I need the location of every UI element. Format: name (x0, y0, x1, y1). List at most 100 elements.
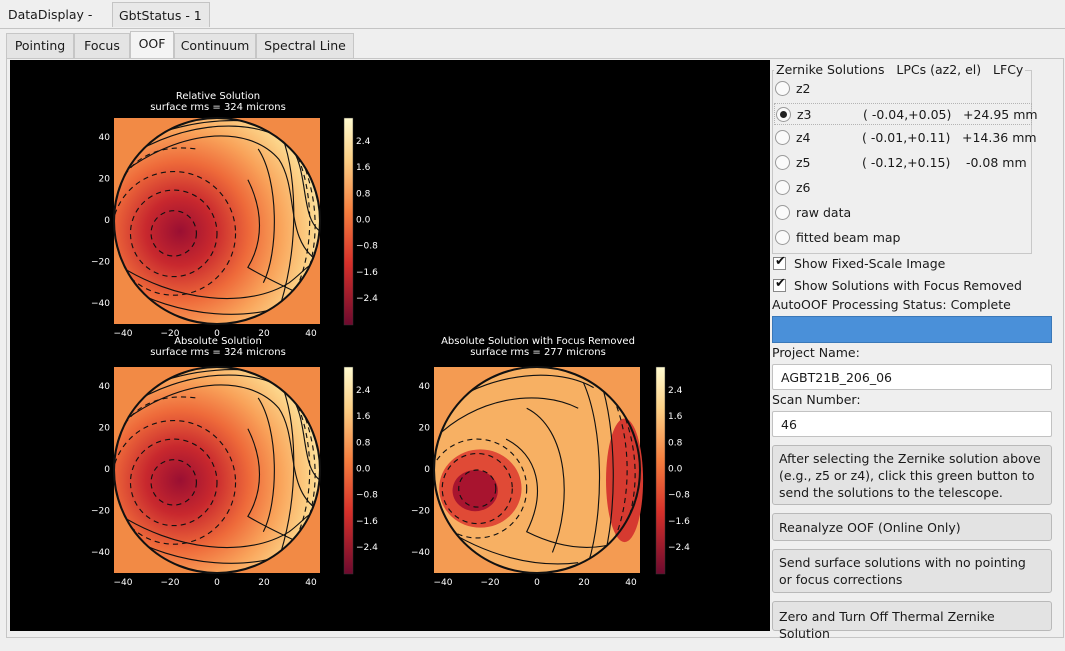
colorbar-tick-label: 0.0 (668, 465, 683, 475)
status-progress-bar (772, 316, 1052, 343)
y-tick-label: 0 (104, 216, 110, 226)
focus-removed-subtitle: surface rms = 277 microns (470, 347, 606, 358)
colorbar-tick-label: 1.6 (668, 412, 683, 422)
project-name-field[interactable]: AGBT21B_206_06 (772, 364, 1052, 390)
focus-removed-title: Absolute Solution with Focus Removed (441, 336, 635, 347)
status-label: AutoOOF Processing Status: Complete (772, 297, 1011, 312)
x-tick-label: 20 (258, 329, 270, 339)
zernike-header: Zernike Solutions LPCs (az2, el) LFCy (774, 62, 1026, 77)
relative-title: Relative Solution (176, 91, 260, 102)
radio-button[interactable] (776, 107, 791, 122)
tab-gbtstatus[interactable]: GbtStatus - 1 (112, 2, 210, 27)
zernike-option-z3[interactable]: z3 ( -0.04,+0.05) +24.95 mm (774, 103, 1038, 125)
colorbar-tick-label: 2.4 (356, 386, 371, 396)
colorbar-tick-label: −0.8 (668, 491, 690, 501)
project-name-label: Project Name: (772, 345, 860, 360)
tab-oof[interactable]: OOF (130, 31, 174, 59)
tab-continuum[interactable]: Continuum (174, 33, 256, 59)
tab-pointing[interactable]: Pointing (6, 33, 74, 59)
x-tick-label: 40 (305, 578, 317, 588)
focus-removed-surface-map (432, 365, 644, 575)
radio-button[interactable] (775, 205, 790, 220)
zero-thermal-zernike-button[interactable]: Zero and Turn Off Thermal Zernike Soluti… (772, 601, 1052, 641)
send-surface-label: Send surface solutions with no pointing … (779, 555, 1026, 587)
send-solutions-label: After selecting the Zernike solution abo… (779, 451, 1041, 500)
send-solutions-button[interactable]: After selecting the Zernike solution abo… (772, 445, 1052, 505)
colorbar-tick-label: −2.4 (356, 543, 378, 553)
colorbar-tick-label: 0.8 (668, 438, 683, 448)
colorbar-tick-label: −1.6 (356, 517, 378, 527)
window-tab-bar: DataDisplay - 1 GbtStatus - 1 (0, 0, 1065, 47)
y-tick-label: 0 (424, 465, 430, 475)
y-tick-label: 20 (419, 424, 431, 434)
absolute-surface-map (112, 365, 322, 575)
x-tick-label: −40 (114, 578, 133, 588)
relative-subtitle: surface rms = 324 microns (150, 102, 286, 113)
zernike-option-z6[interactable]: z6 (774, 177, 1032, 199)
radio-button[interactable] (775, 130, 790, 145)
colorbar-tick-label: −0.8 (356, 491, 378, 501)
y-tick-label: −20 (91, 507, 110, 517)
zernike-option-fitted-beam-map[interactable]: fitted beam map (774, 227, 1032, 249)
colorbar-tick-label: 0.0 (356, 465, 371, 475)
x-tick-label: −20 (161, 578, 180, 588)
y-tick-label: −40 (91, 299, 110, 309)
tab-focus[interactable]: Focus (74, 33, 130, 59)
y-tick-label: 20 (99, 424, 111, 434)
y-tick-label: −40 (411, 548, 430, 558)
y-tick-label: 40 (419, 382, 431, 392)
y-tick-label: 20 (99, 175, 111, 185)
x-tick-label: −20 (481, 578, 500, 588)
checkbox-box[interactable]: ✔ (773, 254, 786, 270)
x-tick-label: 0 (534, 578, 540, 588)
colorbar-tick-label: 0.8 (356, 438, 371, 448)
colorbar-tick-label: 2.4 (356, 137, 371, 147)
radio-button[interactable] (775, 81, 790, 96)
check-icon: ✔ (775, 276, 786, 291)
reanalyze-oof-button[interactable]: Reanalyze OOF (Online Only) (772, 513, 1052, 541)
oof-plot-canvas: Relative Solution surface rms = 324 micr… (10, 60, 770, 631)
zernike-option-z2[interactable]: z2 (774, 78, 1032, 100)
y-tick-label: −20 (91, 258, 110, 268)
oof-control-panel: Zernike Solutions LPCs (az2, el) LFCy z2… (770, 60, 1060, 641)
radio-button[interactable] (775, 180, 790, 195)
y-tick-label: −40 (91, 548, 110, 558)
x-tick-label: 20 (578, 578, 590, 588)
x-tick-label: 0 (214, 578, 220, 588)
y-tick-label: −20 (411, 507, 430, 517)
y-tick-label: 40 (99, 382, 111, 392)
absolute-title: Absolute Solution (174, 336, 262, 347)
zero-thermal-label: Zero and Turn Off Thermal Zernike Soluti… (779, 609, 995, 641)
zernike-option-z5[interactable]: z5 ( -0.12,+0.15) -0.08 mm (774, 152, 1032, 174)
colorbar-tick-label: −1.6 (356, 268, 378, 278)
colorbar-tick-label: 0.8 (356, 189, 371, 199)
colorbar-tick-label: 2.4 (668, 386, 683, 396)
focus-removed-checkbox[interactable]: ✔ Show Solutions with Focus Removed (773, 276, 1022, 293)
fixed-scale-checkbox[interactable]: ✔ Show Fixed-Scale Image (773, 254, 946, 271)
colorbar-tick-label: 1.6 (356, 163, 371, 173)
colorbar-tick-label: −2.4 (356, 294, 378, 304)
zernike-option-raw-data[interactable]: raw data (774, 202, 1032, 224)
reanalyze-label: Reanalyze OOF (Online Only) (779, 520, 961, 535)
colorbar-tick-label: −1.6 (668, 517, 690, 527)
scan-number-field[interactable]: 46 (772, 411, 1052, 437)
tab-datadisplay[interactable]: DataDisplay - 1 (2, 2, 110, 47)
radio-button[interactable] (775, 230, 790, 245)
y-tick-label: 40 (99, 133, 111, 143)
y-tick-label: 0 (104, 465, 110, 475)
x-tick-label: 20 (258, 578, 270, 588)
colorbar-tick-label: −2.4 (668, 543, 690, 553)
colorbar-tick-label: 1.6 (356, 412, 371, 422)
absolute-subtitle: surface rms = 324 microns (150, 347, 286, 358)
x-tick-label: 40 (625, 578, 637, 588)
zernike-option-z4[interactable]: z4 ( -0.01,+0.11) +14.36 mm (774, 127, 1037, 149)
scan-number-label: Scan Number: (772, 392, 861, 407)
tab-spectral-line[interactable]: Spectral Line (256, 33, 354, 59)
checkbox-box[interactable]: ✔ (773, 276, 786, 292)
send-surface-solutions-button[interactable]: Send surface solutions with no pointing … (772, 549, 1052, 593)
x-tick-label: −40 (114, 329, 133, 339)
colorbar-tick-label: 0.0 (356, 216, 371, 226)
x-tick-label: −20 (161, 329, 180, 339)
check-icon: ✔ (775, 254, 786, 269)
radio-button[interactable] (775, 155, 790, 170)
